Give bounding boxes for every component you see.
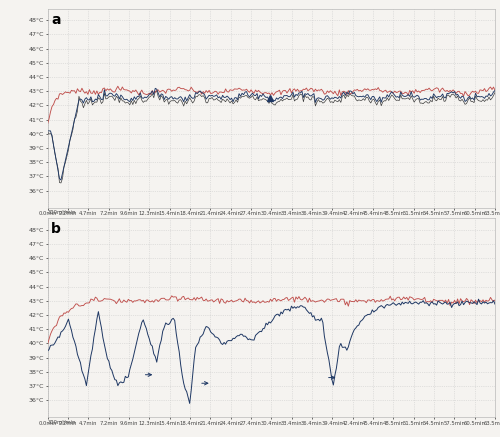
Text: a: a bbox=[51, 13, 60, 27]
Text: b: b bbox=[51, 222, 61, 236]
Text: 300ml/min: 300ml/min bbox=[48, 420, 76, 424]
Text: 300ml/min: 300ml/min bbox=[48, 210, 76, 215]
